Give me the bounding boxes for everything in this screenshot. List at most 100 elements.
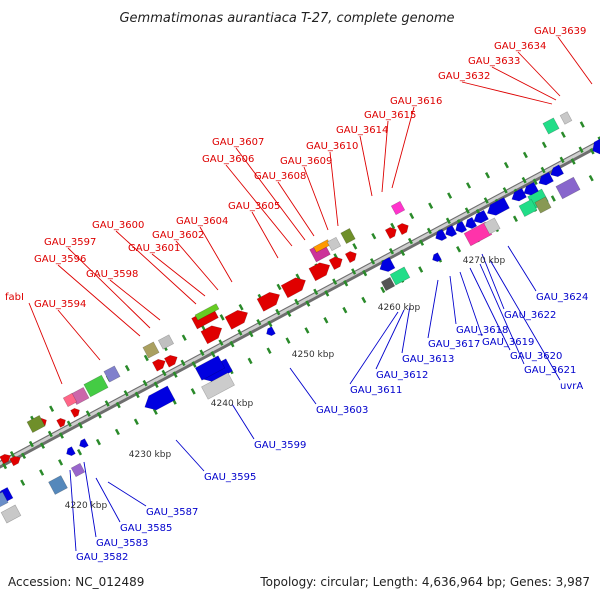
gene-label-leader [251, 211, 279, 259]
grid-dot [191, 361, 197, 368]
gene-feature [344, 251, 357, 264]
gene-label-leader [57, 264, 141, 337]
gene-label-leader [69, 469, 77, 552]
gene-label-leader [489, 259, 561, 381]
gene-label-leader [151, 253, 206, 297]
gene-feature [70, 462, 86, 478]
grid-dot [343, 280, 349, 287]
gene-label[interactable]: GAU_3621 [524, 365, 576, 376]
grid-dot [58, 459, 64, 466]
grid-dot [362, 269, 368, 277]
gene-feature [66, 446, 76, 457]
grid-dot [134, 391, 140, 399]
gene-label[interactable]: GAU_3609 [280, 156, 332, 167]
scale-label: 4250 kbp [292, 350, 335, 360]
gene-label[interactable]: fabI [5, 292, 24, 303]
gene-label[interactable]: GAU_3602 [152, 230, 204, 241]
gene-label-leader [175, 439, 205, 472]
gene-label[interactable]: GAU_3617 [428, 339, 480, 350]
grid-dot [172, 371, 178, 378]
grid-dot [502, 187, 508, 194]
gene-label-leader [115, 230, 197, 305]
gene-label[interactable]: GAU_3603 [316, 405, 368, 416]
gene-feature [157, 334, 175, 350]
grid-dot [276, 283, 282, 291]
gene-label[interactable]: GAU_3611 [350, 385, 402, 396]
grid-dot [9, 450, 15, 458]
gene-feature [483, 217, 501, 235]
grid-dot [483, 197, 489, 204]
grid-dot [161, 369, 167, 377]
gene-label[interactable]: GAU_3583 [96, 538, 148, 549]
genome-backbone [0, 139, 600, 469]
grid-dot [400, 249, 406, 257]
gene-feature [384, 227, 397, 240]
gene-feature [201, 372, 235, 400]
gene-feature [486, 197, 510, 216]
scale-label: 4230 kbp [129, 450, 172, 460]
gene-feature [62, 392, 78, 408]
gene-label[interactable]: GAU_3614 [336, 125, 388, 136]
grid-dot [352, 243, 358, 250]
gene-label[interactable]: GAU_3605 [228, 201, 280, 212]
grid-dot [142, 379, 148, 387]
gene-label-leader [449, 275, 457, 325]
scale-label: 4270 kbp [463, 256, 506, 266]
gene-label[interactable]: GAU_3632 [438, 71, 490, 82]
grid-dot [388, 247, 395, 255]
gene-label[interactable]: GAU_3624 [536, 292, 588, 303]
grid-dot [332, 278, 338, 285]
gene-label[interactable]: GAU_3618 [456, 325, 508, 336]
gene-label-leader [401, 305, 411, 354]
gene-label[interactable]: GAU_3612 [376, 370, 428, 381]
grid-dot [104, 400, 110, 407]
gene-label[interactable]: GAU_3619 [482, 337, 534, 348]
gene-label[interactable]: GAU_3582 [76, 552, 128, 563]
gene-label[interactable]: GAU_3587 [146, 507, 198, 518]
gene-label-leader [175, 240, 219, 291]
gene-feature [0, 491, 9, 509]
gene-label[interactable]: GAU_3608 [254, 171, 306, 182]
gene-label[interactable]: GAU_3620 [510, 351, 562, 362]
gene-feature [83, 374, 109, 398]
grid-dot [295, 273, 301, 281]
gene-label[interactable]: GAU_3622 [504, 310, 556, 321]
gene-feature [380, 276, 396, 292]
grid-dot [49, 405, 55, 412]
gene-feature [523, 181, 539, 196]
gene-label[interactable]: GAU_3607 [212, 137, 264, 148]
gene-feature [200, 325, 223, 345]
gene-label[interactable]: GAU_3601 [128, 243, 180, 254]
grid-dot [419, 239, 425, 246]
gene-feature [266, 326, 276, 337]
gene-label[interactable]: GAU_3600 [92, 220, 144, 231]
grid-dot [190, 388, 196, 395]
gene-label[interactable]: GAU_3599 [254, 440, 306, 451]
gene-feature [559, 111, 573, 125]
grid-dot [47, 430, 53, 438]
gene-label[interactable]: GAU_3585 [120, 523, 172, 534]
gene-label[interactable]: GAU_3610 [306, 141, 358, 152]
gene-feature [340, 227, 356, 245]
gene-feature [9, 455, 21, 467]
grid-dot [267, 320, 273, 328]
gene-label[interactable]: GAU_3597 [44, 237, 96, 248]
gene-label[interactable]: GAU_3598 [86, 269, 138, 280]
grid-dot [115, 401, 121, 409]
gene-label-leader [83, 461, 97, 538]
gene-label[interactable]: GAU_3596 [34, 254, 86, 265]
gene-label[interactable]: GAU_3634 [494, 41, 546, 52]
gene-label[interactable]: GAU_3613 [402, 354, 454, 365]
gene-label[interactable]: uvrA [560, 381, 583, 392]
gene-feature [79, 438, 89, 449]
gene-label[interactable]: GAU_3633 [468, 56, 520, 67]
gene-label[interactable]: GAU_3616 [390, 96, 442, 107]
grid-dot [181, 334, 187, 341]
gene-label[interactable]: GAU_3604 [176, 216, 228, 227]
gene-label[interactable]: GAU_3615 [364, 110, 416, 121]
scale-label: 4240 kbp [211, 399, 254, 409]
gene-label[interactable]: GAU_3606 [202, 154, 254, 165]
gene-label[interactable]: GAU_3594 [34, 299, 86, 310]
gene-label[interactable]: GAU_3639 [534, 26, 586, 37]
gene-label[interactable]: GAU_3595 [204, 472, 256, 483]
